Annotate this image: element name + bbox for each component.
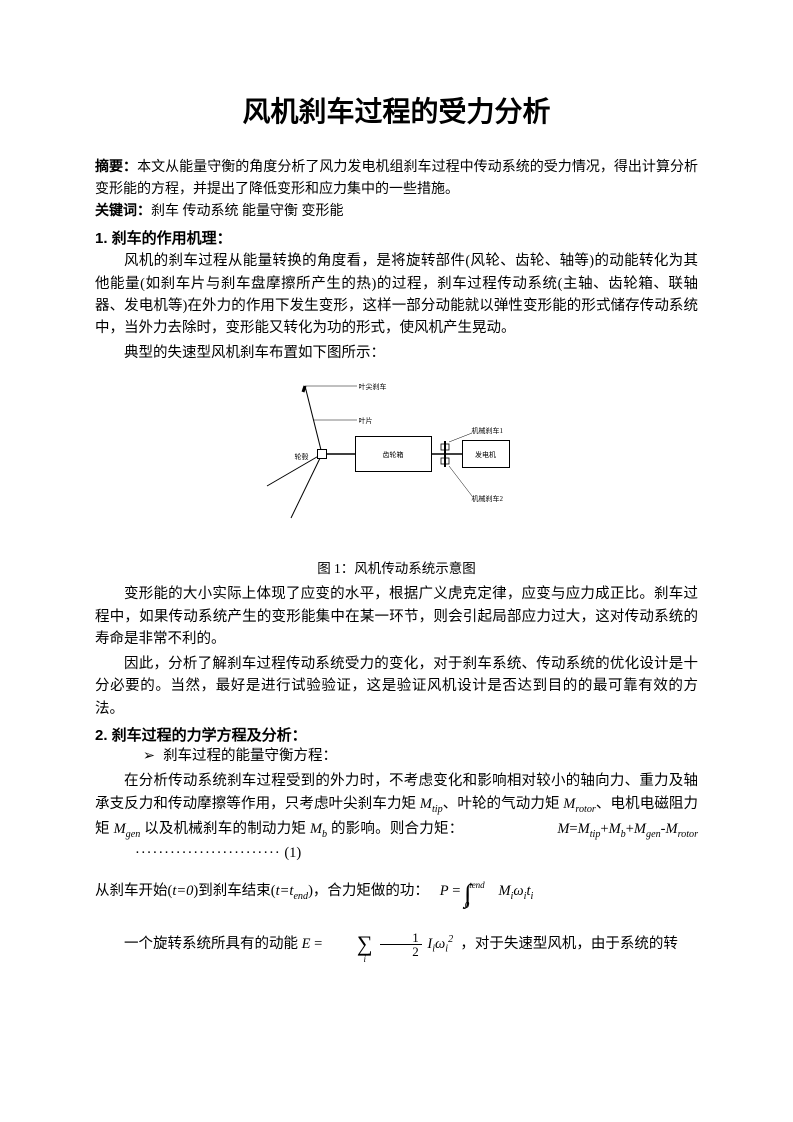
section-1-heading: 1. 刹车的作用机理： [95, 227, 698, 248]
wi2-i: i [445, 944, 448, 955]
e1a: tip [590, 828, 601, 839]
eq1-num: (1) [284, 845, 301, 861]
den: 2 [380, 945, 422, 958]
int-up: tend [469, 880, 485, 890]
E: E [302, 936, 311, 952]
p2c: )，合力矩做的功： [308, 883, 429, 899]
e1b: b [621, 828, 626, 839]
bullet-1-text: 刹车过程的能量守衡方程： [163, 748, 337, 764]
tendv: t=t [276, 883, 294, 899]
p3b: ，对于失速型风机，由于系统的转 [460, 936, 678, 952]
label-hub: 轮毂 [295, 452, 309, 462]
p1b: 、叶轮的气动力矩 [443, 796, 564, 812]
num: 1 [380, 931, 422, 945]
p2a: 从刹车开始( [95, 883, 172, 899]
t0: t=0 [172, 883, 193, 899]
wi: ω [513, 883, 523, 899]
eq1-dots: ························· [135, 845, 281, 861]
section-1-p4: 因此，分析了解刹车过程传动系统受力的变化，对于刹车系统、传动系统的优化设计是十分… [95, 653, 698, 720]
sq: 2 [448, 934, 453, 945]
p1d: 以及机械刹车的制动力矩 [140, 821, 310, 837]
Mi: M [498, 883, 510, 899]
generator-box: 发电机 [462, 440, 510, 468]
frac-half: 12 [380, 931, 422, 958]
e1d: rotor [678, 828, 698, 839]
keywords-label: 关键词： [95, 202, 151, 218]
keywords-line: 关键词：刹车 传动系统 能量守衡 变形能 [95, 200, 698, 223]
integral: ∫tend0 [464, 867, 491, 916]
abstract-text: 本文从能量守衡的角度分析了风力发电机组刹车过程中传动系统的受力情况，得出计算分析… [95, 160, 698, 197]
keywords-text: 刹车 传动系统 能量守衡 变形能 [151, 204, 344, 219]
ti-i: i [530, 891, 533, 902]
sub-rotor: rotor [575, 804, 595, 815]
gearbox-box: 齿轮箱 [355, 436, 432, 472]
figure-1-caption: 图 1：风机传动系统示意图 [95, 557, 698, 577]
section-2-p3: 一个旋转系统所具有的动能 E = ∑i 12 Iiωi2 ，对于失速型风机，由于… [95, 930, 698, 959]
tends: end [293, 891, 308, 902]
section-1-p2: 典型的失速型风机刹车布置如下图所示： [95, 342, 698, 364]
p3a: 一个旋转系统所具有的动能 [124, 936, 298, 952]
p2b: )到刹车结束( [193, 883, 275, 899]
abstract-line: 摘要：本文从能量守衡的角度分析了风力发电机组刹车过程中传动系统的受力情况，得出计… [95, 156, 698, 200]
wi2: ω [435, 936, 445, 952]
page-title: 风机刹车过程的受力分析 [95, 90, 698, 130]
section-1-p3: 变形能的大小实际上体现了应变的水平，根据广义虎克定律，应变与应力成正比。刹车过程… [95, 583, 698, 650]
figure-1: 齿轮箱 发电机 叶尖刹车 叶片 轮毂 机械刹车1 机械刹车2 [95, 378, 698, 533]
sum-symbol: ∑i [328, 933, 373, 955]
p1e: 的影响。则合力矩： [327, 821, 463, 837]
label-brake2: 机械刹车2 [472, 494, 504, 504]
figure-1-diagram: 齿轮箱 发电机 叶尖刹车 叶片 轮毂 机械刹车1 机械刹车2 [257, 378, 537, 533]
section-1-p1: 风机的刹车过程从能量转换的角度看，是将旋转部件(风轮、齿轮、轴等)的动能转化为其… [95, 250, 698, 340]
label-blade: 叶片 [359, 416, 373, 426]
sum-i: i [335, 955, 367, 964]
section-2-p1: 在分析传动系统刹车过程受到的外力时，不考虑变化和影响相对较小的轴向力、重力及轴承… [95, 770, 698, 864]
bullet-1: ➢ 刹车过程的能量守衡方程： [95, 745, 698, 768]
P: P [440, 883, 449, 899]
sub-gen: gen [126, 828, 141, 839]
label-tip: 叶尖刹车 [359, 382, 387, 392]
hub-box [317, 449, 327, 459]
section-2-heading: 2. 刹车过程的力学方程及分析： [95, 724, 698, 745]
label-brake1: 机械刹车1 [472, 426, 504, 436]
abstract-label: 摘要： [95, 158, 137, 174]
section-2-p2: 从刹车开始(t=0)到刹车结束(t=tend)，合力矩做的功： P = ∫ten… [95, 867, 698, 916]
int-lo: 0 [465, 900, 470, 910]
sub-tip: tip [432, 804, 443, 815]
e1c: gen [646, 828, 661, 839]
arrow-icon: ➢ [143, 748, 163, 764]
